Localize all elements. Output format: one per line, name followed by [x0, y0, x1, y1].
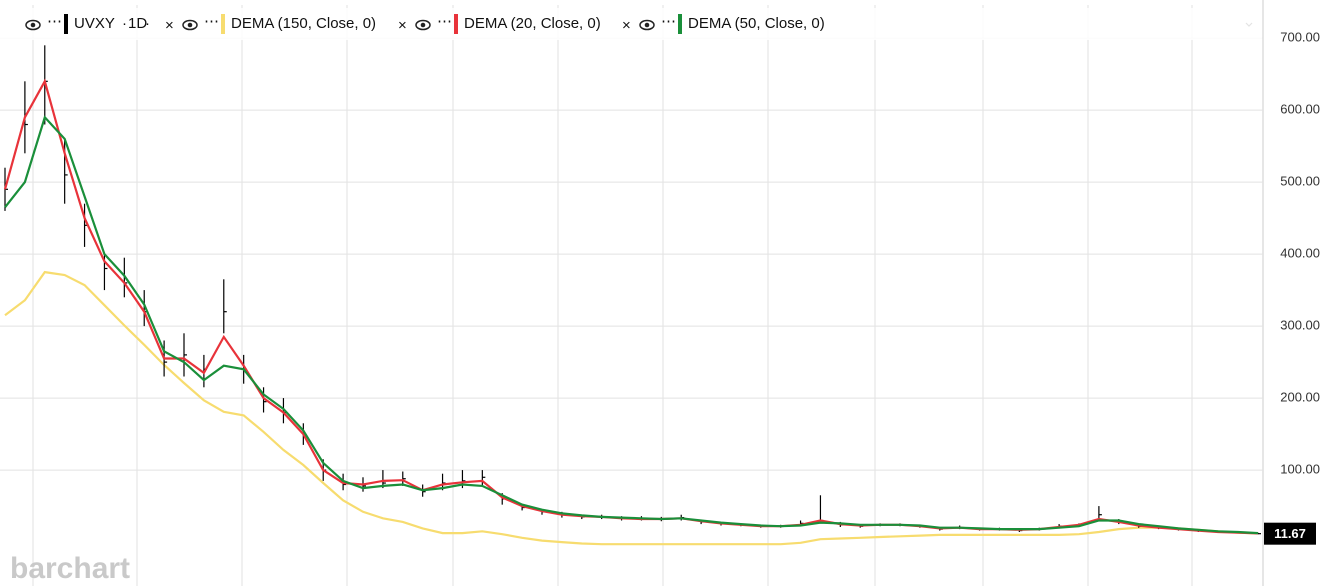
eye-outline	[639, 19, 655, 31]
close-button[interactable]: ×	[398, 17, 407, 34]
plot	[3, 45, 1261, 546]
eye-icon[interactable]	[25, 19, 41, 31]
y-tick-label: 500.00	[1280, 174, 1320, 189]
legend-item: × ⋯ DEMA (20, Close, 0)	[398, 13, 601, 34]
eye-icon[interactable]	[415, 19, 431, 31]
legend-swatch	[221, 14, 225, 34]
dema-line	[4, 115, 1259, 535]
interval: 1D	[128, 15, 147, 32]
close-button[interactable]: ×	[622, 17, 631, 34]
eye-outline	[415, 19, 431, 31]
legend-bg	[0, 8, 1262, 40]
menu-dots[interactable]: ⋯	[661, 13, 676, 30]
eye-pupil	[644, 22, 650, 28]
menu-dots[interactable]: ⋯	[47, 13, 62, 30]
legend-item: × ⋯ DEMA (150, Close, 0)	[165, 13, 376, 34]
legend-swatch	[454, 14, 458, 34]
y-tick-label: 200.00	[1280, 390, 1320, 405]
eye-pupil	[187, 22, 193, 28]
legend-item: × ⋯ DEMA (50, Close, 0)	[622, 13, 825, 34]
legend-label: DEMA (20, Close, 0)	[464, 15, 601, 32]
menu-dots[interactable]: ⋯	[204, 13, 219, 30]
legend-swatch	[678, 14, 682, 34]
y-tick-label: 600.00	[1280, 102, 1320, 117]
legend-label: DEMA (50, Close, 0)	[688, 15, 825, 32]
legend: ⋯ UVXY · 1D · × ⋯ DEMA (150, Close, 0) × ⋯ DE…	[0, 8, 1262, 40]
legend-swatch	[64, 14, 68, 34]
close-button[interactable]: ×	[165, 17, 174, 34]
eye-icon[interactable]	[182, 19, 198, 31]
watermark: barchart	[10, 552, 130, 585]
menu-dots[interactable]: ⋯	[437, 13, 452, 30]
y-tick-label: 700.00	[1280, 30, 1320, 45]
y-axis: 100.00 200.00 300.00 400.00 500.00 600.00 700.…	[0, 30, 1320, 477]
dot: ·	[122, 15, 127, 32]
eye-outline	[182, 19, 198, 31]
legend-label: DEMA (150, Close, 0)	[231, 15, 376, 32]
last-price-box	[1264, 522, 1316, 545]
y-tick-label: 300.00	[1280, 318, 1320, 333]
y-tick-label: 400.00	[1280, 246, 1320, 261]
vertical-grid	[32, 5, 1193, 586]
legend-item: ⋯ UVXY · 1D ·	[25, 13, 150, 34]
symbol: UVXY	[74, 15, 115, 32]
eye-pupil	[420, 22, 426, 28]
dema-line	[3, 78, 1259, 535]
dot: ·	[145, 15, 150, 32]
last-price-label: 11.67	[1274, 526, 1306, 541]
eye-icon[interactable]	[639, 19, 655, 31]
y-tick-label: 100.00	[1280, 462, 1320, 477]
dema-line	[4, 270, 1259, 546]
